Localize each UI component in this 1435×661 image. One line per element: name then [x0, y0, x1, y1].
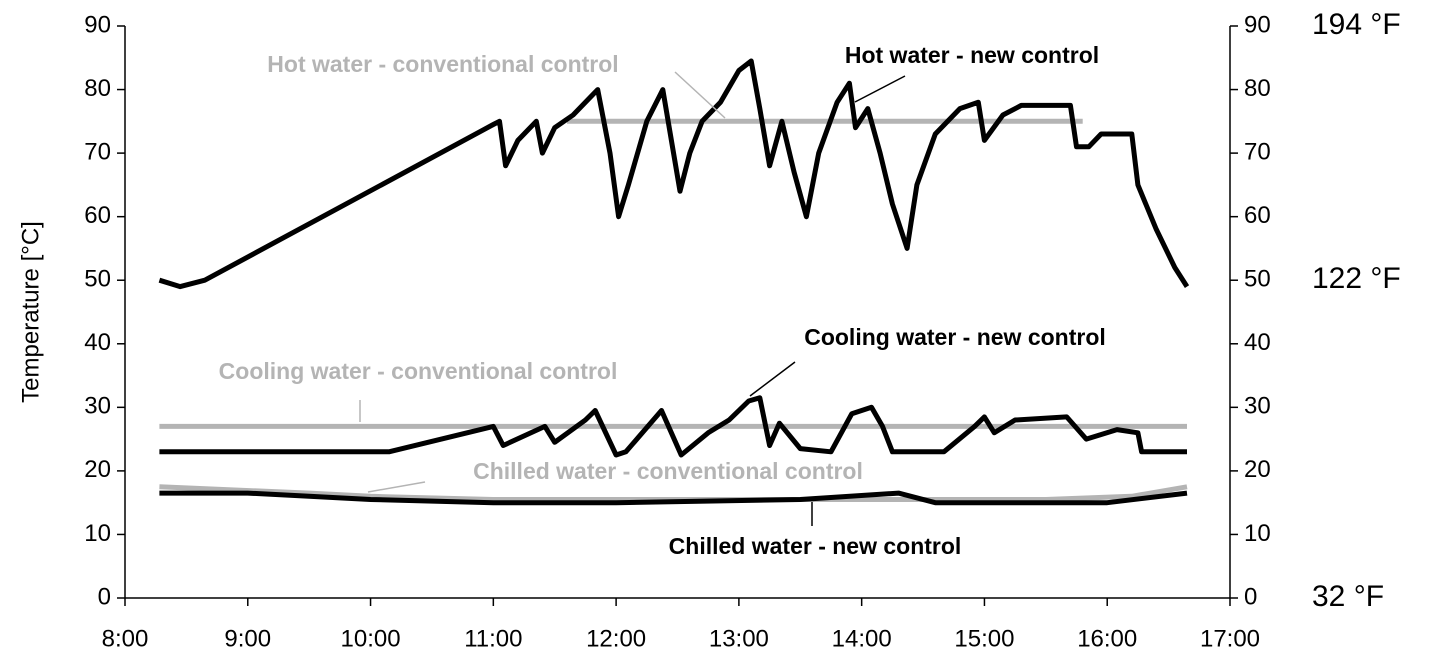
annotation: Chilled water - conventional control [473, 458, 863, 484]
fahrenheit-label: 122 °F [1312, 262, 1401, 295]
y-axis-label: Temperature [°C] [17, 221, 44, 403]
annotation-leader [367, 481, 426, 493]
y2-tick-label: 80 [1244, 75, 1271, 102]
x-tick-label: 15:00 [954, 625, 1014, 652]
y2-tick-label: 10 [1244, 520, 1271, 547]
y-tick-label: 0 [98, 583, 111, 610]
y2-tick-label: 40 [1244, 329, 1271, 356]
annotation: Chilled water - new control [669, 533, 962, 559]
annotation: Hot water - conventional control [267, 51, 618, 77]
y-tick-label: 10 [84, 520, 111, 547]
annotation-leader [749, 361, 796, 397]
fahrenheit-label: 194 °F [1312, 8, 1401, 41]
x-tick-label: 13:00 [709, 625, 769, 652]
y2-tick-label: 50 [1244, 266, 1271, 293]
y-tick-label: 20 [84, 456, 111, 483]
x-tick-label: 17:00 [1200, 625, 1260, 652]
x-tick-label: 10:00 [341, 625, 401, 652]
series-line [159, 395, 1187, 458]
y-tick-label: 60 [84, 202, 111, 229]
y-tick-label: 70 [84, 138, 111, 165]
y-tick-label: 40 [84, 329, 111, 356]
annotation-leader [854, 75, 906, 103]
y-tick-label: 50 [84, 266, 111, 293]
x-tick-label: 14:00 [832, 625, 892, 652]
y-tick-label: 30 [84, 393, 111, 420]
y2-tick-label: 0 [1244, 583, 1257, 610]
annotation: Cooling water - new control [804, 324, 1106, 350]
x-tick-label: 16:00 [1077, 625, 1137, 652]
y2-tick-label: 90 [1244, 11, 1271, 38]
x-tick-label: 12:00 [586, 625, 646, 652]
series-line [159, 490, 1188, 506]
y2-tick-label: 30 [1244, 393, 1271, 420]
y-tick-label: 80 [84, 75, 111, 102]
x-tick-label: 9:00 [224, 625, 271, 652]
y2-tick-label: 20 [1244, 456, 1271, 483]
y-tick-label: 90 [84, 11, 111, 38]
series-line [158, 58, 1190, 290]
y2-tick-label: 70 [1244, 138, 1271, 165]
fahrenheit-label: 32 °F [1312, 580, 1384, 613]
x-tick-label: 8:00 [102, 625, 149, 652]
annotation: Hot water - new control [845, 42, 1099, 68]
annotation-leader [674, 71, 726, 119]
series-line [159, 484, 1188, 502]
x-tick-label: 11:00 [464, 625, 522, 652]
annotation: Cooling water - conventional control [219, 358, 618, 384]
y2-tick-label: 60 [1244, 202, 1271, 229]
